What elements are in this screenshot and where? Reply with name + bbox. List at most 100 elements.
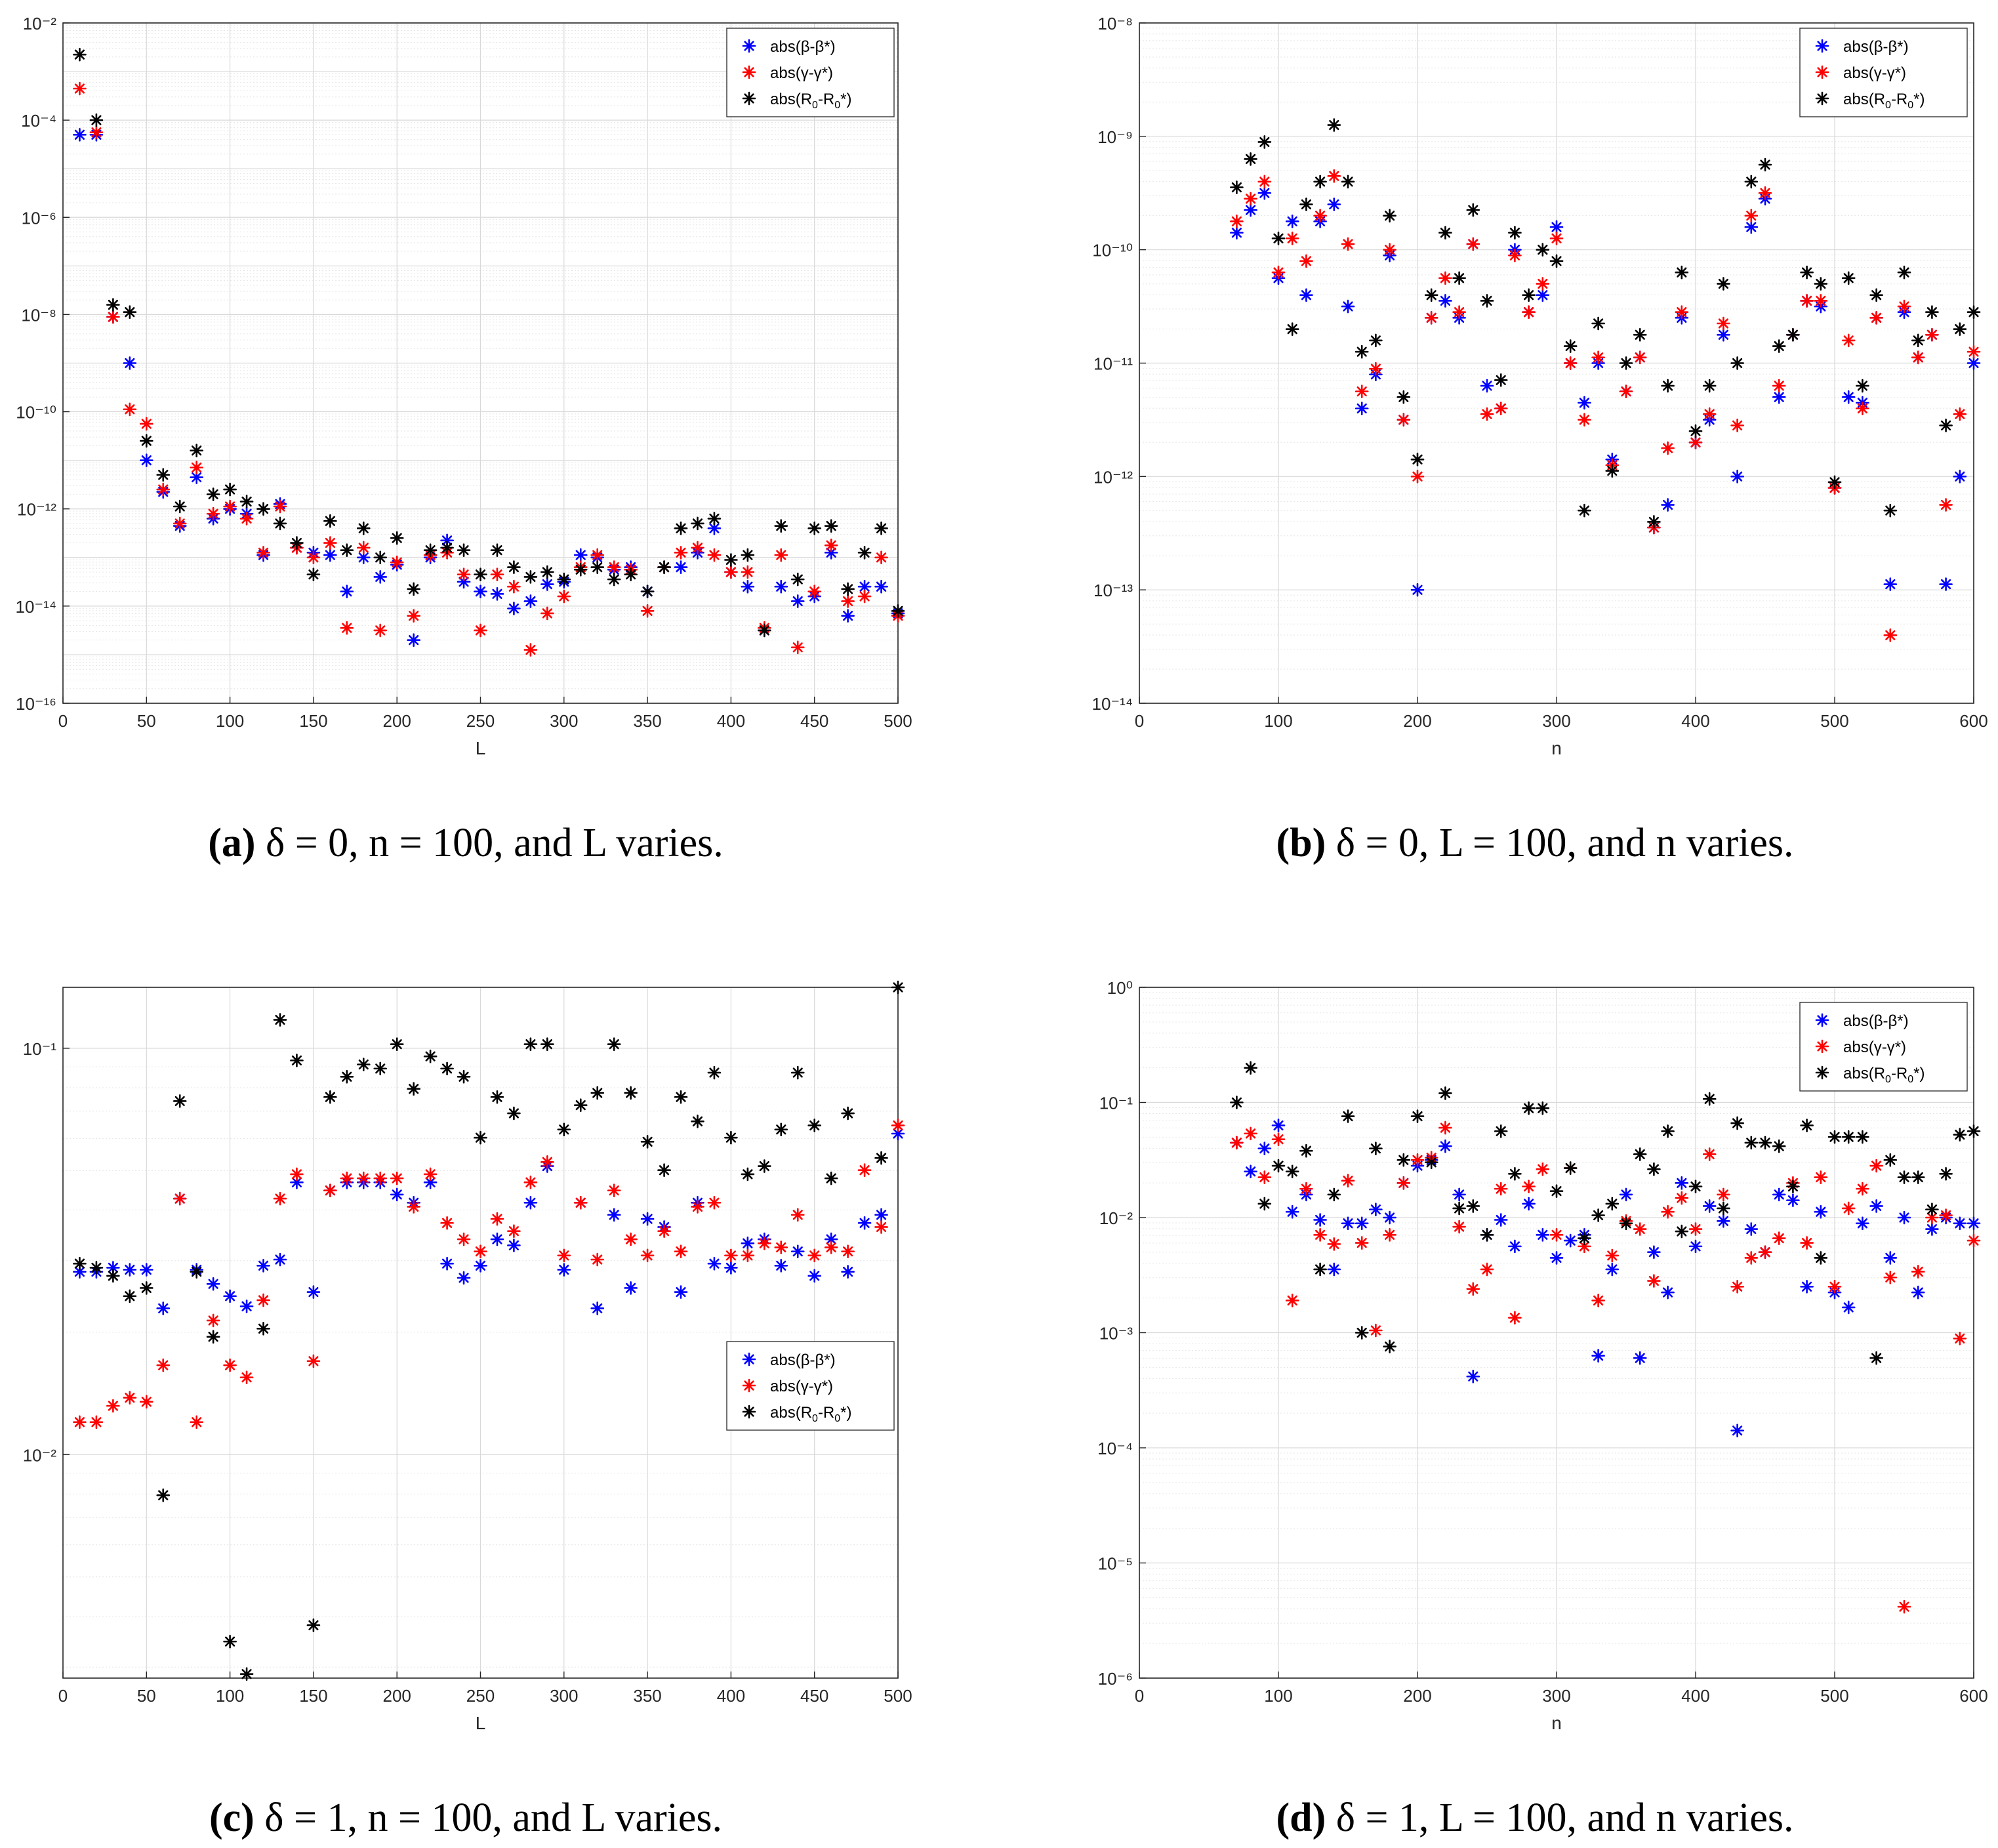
data-point-r0 (557, 572, 571, 586)
data-point-r0 (1299, 197, 1313, 211)
data-point-gamma (607, 560, 621, 574)
data-point-gamma (1230, 215, 1244, 228)
data-point-gamma (1480, 407, 1494, 421)
y-tick-label: 10⁻⁵ (1098, 1554, 1133, 1574)
data-point-r0 (1424, 288, 1438, 302)
x-tick-label: 200 (383, 711, 411, 731)
data-point-gamma (290, 1167, 304, 1181)
data-point-r0 (1313, 175, 1327, 189)
x-tick-label: 500 (884, 711, 912, 731)
data-point-beta (841, 609, 855, 623)
data-point-gamma (223, 1358, 237, 1372)
data-point-gamma (1244, 1126, 1257, 1141)
data-point-r0 (1591, 316, 1605, 331)
data-point-beta (140, 1263, 153, 1277)
data-point-beta (1244, 203, 1257, 217)
data-point-gamma (1438, 271, 1452, 285)
data-point-gamma (373, 623, 388, 638)
data-point-r0 (89, 113, 104, 127)
data-point-gamma (841, 1244, 855, 1258)
data-point-gamma (1744, 209, 1759, 223)
data-point-beta (1494, 1213, 1508, 1227)
chart-panel-a: 0 50 100 150 200 250 300 350 400 450 500 10⁻¹⁶ 10⁻¹⁴… (16, 14, 912, 758)
data-point-beta (1841, 390, 1856, 404)
data-point-r0 (1953, 1128, 1967, 1141)
data-point-r0 (1522, 1101, 1536, 1115)
data-point-r0 (1675, 265, 1689, 279)
data-point-gamma (340, 1171, 354, 1185)
data-point-gamma (573, 1195, 588, 1210)
data-point-beta (340, 585, 354, 598)
data-point-r0 (440, 541, 454, 555)
data-point-beta (857, 579, 872, 594)
data-point-gamma (640, 604, 655, 618)
data-point-r0 (1911, 1170, 1925, 1184)
data-point-r0 (1717, 1201, 1730, 1216)
data-point-r0 (1730, 1116, 1744, 1130)
data-point-r0 (1410, 453, 1425, 466)
data-point-gamma (1410, 470, 1425, 483)
data-point-r0 (256, 1322, 270, 1336)
data-point-gamma (1883, 1270, 1898, 1284)
data-point-gamma (674, 1244, 688, 1258)
data-point-gamma (1675, 1191, 1689, 1205)
data-point-beta (1953, 470, 1967, 483)
data-point-r0 (507, 1106, 521, 1120)
data-point-r0 (1883, 1153, 1898, 1167)
data-point-beta (841, 1265, 855, 1279)
data-point-gamma (1355, 384, 1369, 399)
data-point-r0 (824, 1171, 838, 1185)
data-point-r0 (1285, 1164, 1299, 1179)
data-point-beta (1452, 1187, 1466, 1202)
data-point-r0 (1967, 305, 1981, 319)
data-point-gamma (841, 594, 855, 608)
data-point-gamma (691, 1200, 704, 1214)
data-point-gamma (557, 1248, 571, 1263)
data-point-r0 (1383, 209, 1397, 223)
data-point-gamma (507, 1224, 521, 1238)
data-point-beta (1800, 1280, 1814, 1294)
data-point-r0 (1591, 1208, 1605, 1222)
data-point-r0 (1939, 1167, 1953, 1181)
x-tick-label: 450 (800, 1686, 828, 1706)
data-point-beta (1327, 197, 1341, 211)
data-point-beta (1578, 396, 1591, 410)
series-r0 (1230, 118, 1981, 529)
y-tick-label: 10⁻⁴ (21, 111, 56, 131)
data-point-r0 (1244, 152, 1257, 166)
data-point-r0 (1744, 175, 1759, 189)
data-point-r0 (874, 522, 888, 535)
data-point-r0 (1841, 271, 1856, 285)
data-point-beta (1438, 1139, 1452, 1153)
data-point-r0 (323, 1090, 337, 1104)
data-point-r0 (1341, 175, 1355, 189)
data-point-r0 (73, 1256, 87, 1271)
data-point-r0 (290, 536, 304, 550)
caption-d-text: δ = 1, L = 100, and n varies. (1335, 1796, 1794, 1840)
data-point-gamma (106, 1399, 120, 1413)
data-point-beta (1688, 1239, 1703, 1254)
data-point-r0 (724, 553, 738, 567)
data-point-r0 (674, 522, 688, 535)
data-point-r0 (156, 468, 171, 482)
legend-entry-gamma: abs(γ-γ*) (770, 1378, 833, 1395)
data-point-beta (1285, 1204, 1299, 1219)
x-tick-label: 600 (1959, 711, 1988, 731)
data-point-r0 (1424, 1155, 1438, 1170)
data-point-r0 (256, 502, 270, 516)
data-point-r0 (423, 543, 438, 557)
data-point-r0 (123, 305, 137, 319)
data-point-beta (1911, 1285, 1925, 1300)
data-point-gamma (474, 1244, 487, 1258)
data-point-r0 (1814, 1251, 1828, 1265)
data-point-gamma (273, 499, 287, 514)
data-point-r0 (758, 1159, 771, 1173)
data-point-gamma (1341, 237, 1355, 251)
data-point-gamma (691, 541, 704, 555)
data-point-r0 (239, 495, 254, 508)
data-point-r0 (190, 1265, 203, 1279)
y-tick-label: 10⁻⁸ (21, 305, 56, 325)
data-point-beta (407, 633, 420, 647)
data-point-gamma (1814, 1170, 1828, 1184)
y-tick-label: 10⁰ (1107, 978, 1133, 998)
